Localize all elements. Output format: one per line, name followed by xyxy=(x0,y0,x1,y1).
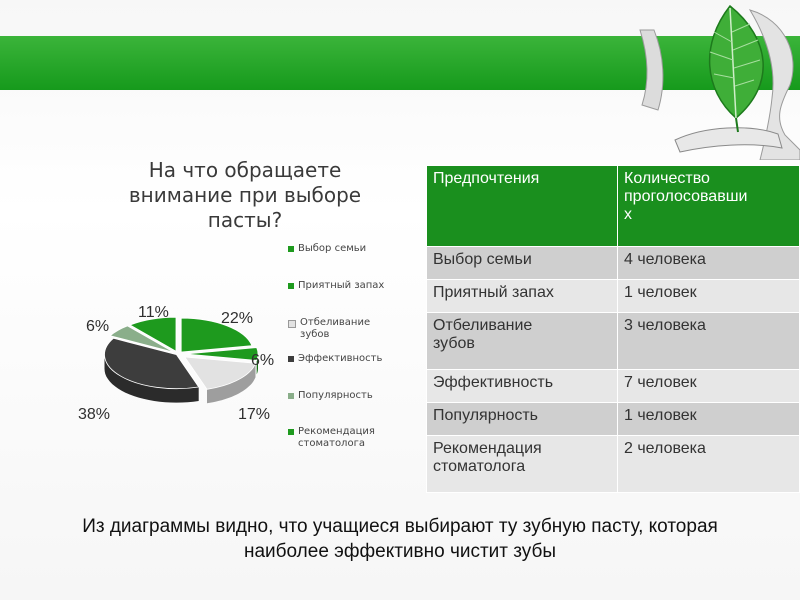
pie-slice-side xyxy=(104,354,199,403)
table-cell: Отбеливание зубов xyxy=(426,312,618,370)
pie-slice xyxy=(180,317,253,353)
pie-chart xyxy=(104,316,259,404)
table-row: Выбор семьи 4 человека xyxy=(426,246,800,280)
legend-item: Отбеливание зубов xyxy=(288,317,370,341)
pie-slice xyxy=(185,347,259,361)
legend-label: Популярность xyxy=(298,390,373,401)
legend-swatch xyxy=(288,429,294,435)
table-cell: 1 человек xyxy=(617,279,800,313)
legend-swatch xyxy=(288,283,294,289)
legend-label: Выбор семьи xyxy=(298,243,367,254)
table-cell: 7 человек xyxy=(617,369,800,403)
pie-label: 38% xyxy=(78,406,111,423)
table-cell: Приятный запах xyxy=(426,279,618,313)
pie-slice xyxy=(129,316,177,352)
table-header-cell: Предпочтения xyxy=(426,165,618,247)
table-cell: Выбор семьи xyxy=(426,246,618,280)
legend-item: Эффективность xyxy=(288,353,382,365)
table-cell: 3 человека xyxy=(617,312,800,370)
table-row: Приятный запах 1 человек xyxy=(426,279,800,313)
green-header-band xyxy=(0,36,800,90)
legend-swatch xyxy=(288,393,294,399)
conclusion-line: наиболее эффективно чистит зубы xyxy=(243,541,557,562)
legend-label: Приятный запах xyxy=(298,280,385,291)
conclusion-line: Из диаграммы видно, что учащиеся выбираю… xyxy=(82,516,718,537)
table-cell: 4 человека xyxy=(617,246,800,280)
pie-slice-side xyxy=(256,354,258,375)
legend-swatch xyxy=(288,356,294,362)
legend-item: Популярность xyxy=(288,390,373,402)
chart-title: На что обращаете внимание при выборе пас… xyxy=(100,158,390,233)
chart-title-line: внимание при выборе xyxy=(128,183,362,207)
table-cell: 2 человека xyxy=(617,435,800,493)
pie-label: 22% xyxy=(221,310,254,327)
table-row: Рекомендация стоматолога 2 человека xyxy=(426,435,800,493)
table-cell: Популярность xyxy=(426,402,618,436)
conclusion-text: Из диаграммы видно, что учащиеся выбираю… xyxy=(20,514,780,564)
table-header-cell: Количество проголосовавши х xyxy=(617,165,800,247)
pie-label: 6% xyxy=(86,318,110,335)
table-cell: Рекомендация стоматолога xyxy=(426,435,618,493)
legend-item: Рекомендация стоматолога xyxy=(288,426,375,450)
legend-label: Эффективность xyxy=(298,353,383,364)
table-cell: Эффективность xyxy=(426,369,618,403)
legend-item: Приятный запах xyxy=(288,280,384,292)
legend-label: Отбеливание зубов xyxy=(300,317,371,340)
pie-label: 17% xyxy=(238,406,271,423)
table-row: Популярность 1 человек xyxy=(426,402,800,436)
table-header-row: Предпочтения Количество проголосовавши х xyxy=(426,165,800,247)
legend-swatch xyxy=(288,246,294,252)
pie-slice xyxy=(109,325,174,353)
pie-slice xyxy=(183,356,257,390)
table-cell: 1 человек xyxy=(617,402,800,436)
legend-swatch xyxy=(288,320,296,328)
table-row: Отбеливание зубов 3 человека xyxy=(426,312,800,370)
chart-title-line: На что обращаете xyxy=(148,158,342,182)
legend-label: Рекомендация стоматолога xyxy=(298,426,375,449)
legend-item: Выбор семьи xyxy=(288,243,366,255)
chart-title-line: пасты? xyxy=(207,208,283,232)
pie-label: 11% xyxy=(138,304,169,321)
table-row: Эффективность 7 человек xyxy=(426,369,800,403)
hands-leaf-image xyxy=(639,4,800,160)
preferences-table: Предпочтения Количество проголосовавши х В… xyxy=(426,165,800,493)
pie-slice xyxy=(104,337,200,390)
pie-label: 6% xyxy=(251,352,275,369)
